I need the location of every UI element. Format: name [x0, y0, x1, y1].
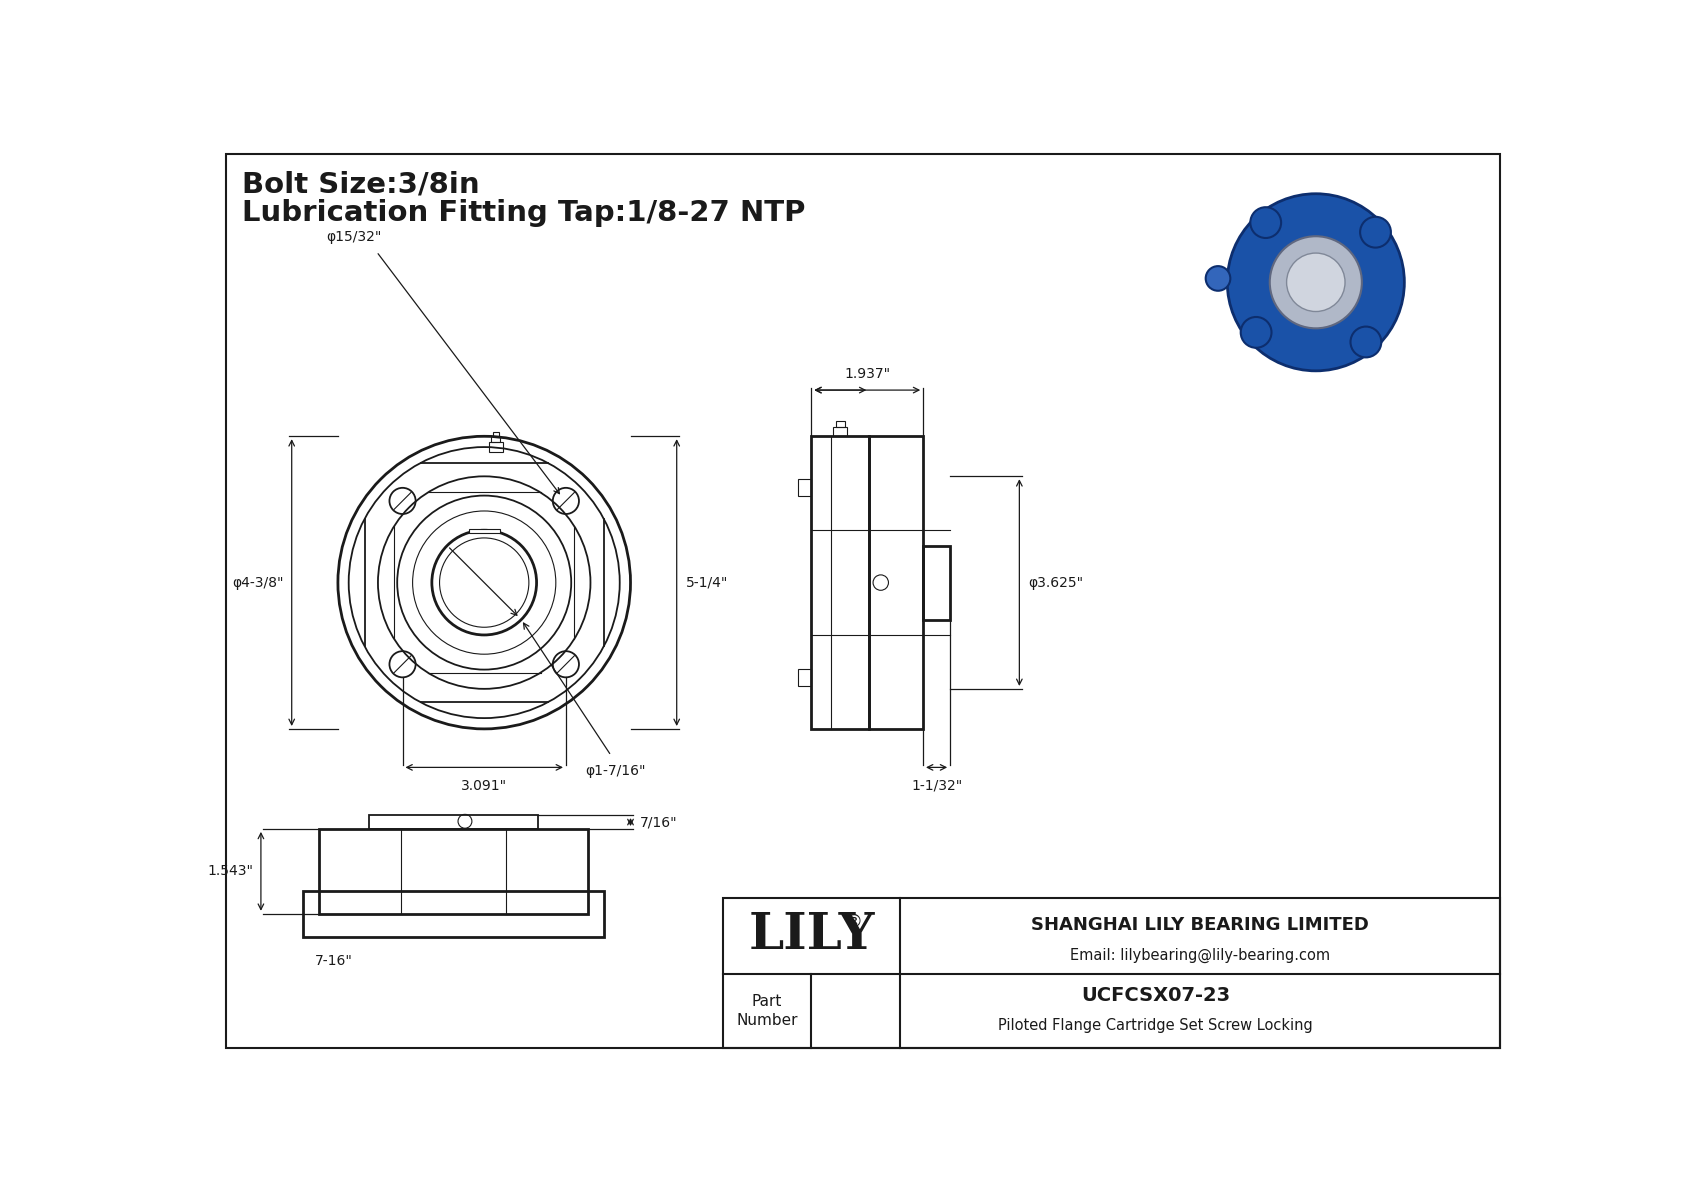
Bar — [303, 891, 603, 937]
Text: LILY: LILY — [748, 911, 874, 960]
Bar — [798, 479, 812, 495]
Text: φ4-3/8": φ4-3/8" — [232, 575, 285, 590]
Text: 7/16": 7/16" — [640, 815, 677, 829]
Text: Bolt Size:3/8in: Bolt Size:3/8in — [242, 170, 480, 199]
Bar — [869, 436, 923, 729]
Bar — [493, 431, 498, 436]
Text: 5-1/4": 5-1/4" — [685, 575, 727, 590]
Bar — [835, 420, 845, 428]
Text: SHANGHAI LILY BEARING LIMITED: SHANGHAI LILY BEARING LIMITED — [1031, 916, 1369, 934]
Circle shape — [1250, 207, 1282, 238]
Bar — [488, 442, 504, 451]
Bar — [923, 545, 950, 619]
Text: φ1-7/16": φ1-7/16" — [584, 763, 645, 778]
Bar — [722, 898, 1500, 1048]
Text: 1.937": 1.937" — [844, 367, 891, 381]
Text: 7-16": 7-16" — [315, 954, 352, 968]
Circle shape — [1287, 252, 1346, 312]
Bar — [812, 436, 869, 729]
Circle shape — [1361, 217, 1391, 248]
Text: Lubrication Fitting Tap:1/8-27 NTP: Lubrication Fitting Tap:1/8-27 NTP — [242, 199, 805, 227]
Bar — [798, 669, 812, 686]
Text: ®: ® — [845, 913, 862, 931]
Circle shape — [1206, 266, 1231, 291]
Circle shape — [1351, 326, 1381, 357]
Circle shape — [1228, 194, 1404, 370]
Text: 1-1/32": 1-1/32" — [911, 779, 962, 793]
Text: Piloted Flange Cartridge Set Screw Locking: Piloted Flange Cartridge Set Screw Locki… — [999, 1018, 1314, 1034]
Text: φ15/32": φ15/32" — [327, 230, 382, 244]
Circle shape — [1241, 317, 1271, 348]
Bar — [834, 428, 847, 436]
Text: 3.091": 3.091" — [461, 779, 507, 793]
Text: φ3.625": φ3.625" — [1029, 575, 1084, 590]
Text: Part
Number: Part Number — [736, 993, 798, 1028]
Bar — [492, 436, 500, 442]
Text: Email: lilybearing@lily-bearing.com: Email: lilybearing@lily-bearing.com — [1069, 948, 1330, 964]
Bar — [369, 815, 539, 829]
Text: UCFCSX07-23: UCFCSX07-23 — [1081, 986, 1231, 1005]
Text: 1.543": 1.543" — [207, 865, 253, 878]
Bar — [468, 529, 500, 532]
Bar — [318, 829, 588, 913]
Circle shape — [1270, 236, 1362, 329]
